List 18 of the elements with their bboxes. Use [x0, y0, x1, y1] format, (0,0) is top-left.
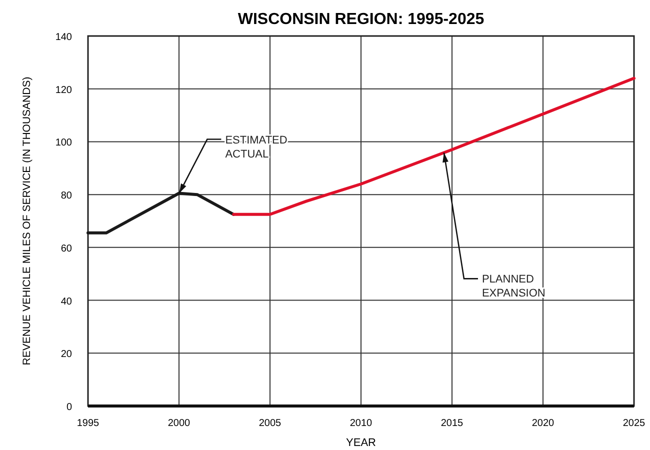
y-tick-label: 20	[60, 349, 72, 360]
y-tick-label: 100	[55, 138, 72, 149]
y-tick-label: 40	[60, 296, 72, 308]
x-axis-title: YEAR	[346, 437, 376, 449]
x-tick-label: 2000	[168, 418, 191, 429]
x-tick-label: 2025	[622, 418, 646, 429]
y-tick-label: 140	[55, 32, 72, 43]
y-tick-label: 120	[55, 84, 72, 96]
y-tick-label: 80	[60, 190, 72, 202]
x-tick-label: 2020	[532, 418, 555, 429]
x-tick-label: 2005	[258, 418, 282, 429]
x-tick-label: 2015	[440, 418, 464, 429]
y-tick-label: 60	[60, 243, 72, 254]
y-tick-label: 0	[66, 402, 72, 413]
x-tick-label: 1995	[76, 418, 100, 429]
chart-title: WISCONSIN REGION: 1995-2025	[238, 11, 484, 28]
y-axis-title: REVENUE VEHICLE MILES OF SERVICE (IN THOUSANDS)	[21, 76, 33, 366]
x-tick-label: 2010	[350, 418, 373, 429]
